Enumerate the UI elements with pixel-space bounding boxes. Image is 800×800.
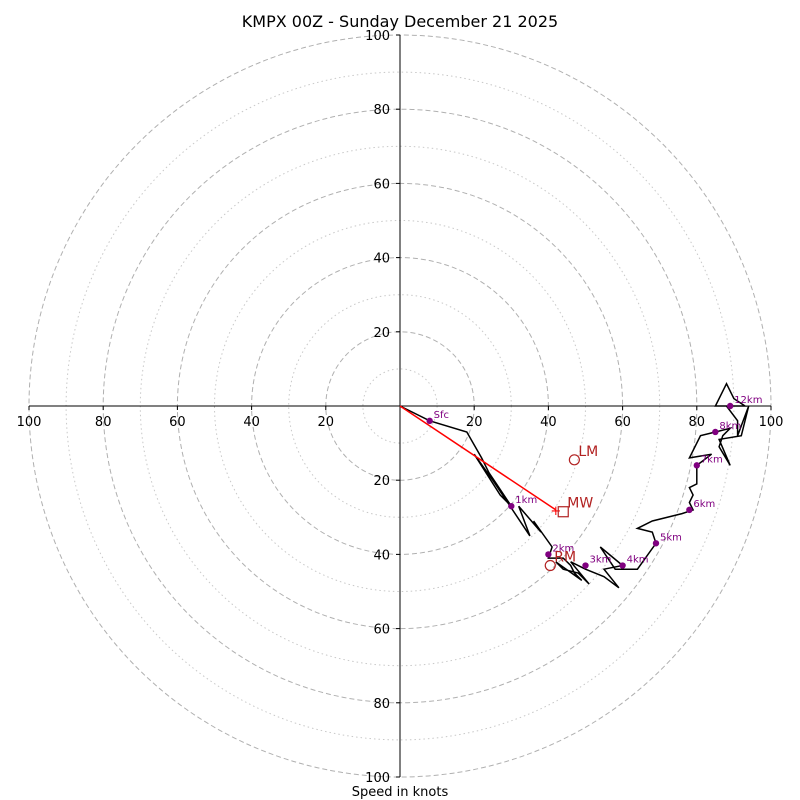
shear-vector-group: + (399, 405, 561, 519)
x-tick-label: 100 (759, 415, 784, 430)
height-marker-label: 8km (719, 421, 741, 432)
y-tick-label: 40 (373, 252, 390, 267)
height-marker-label: 1km (515, 495, 537, 506)
y-tick-label: 20 (373, 474, 390, 489)
height-marker-dot (582, 562, 589, 569)
bulk-shear-vector (399, 405, 557, 511)
height-marker-dot (686, 506, 693, 514)
height-marker-label: 12km (734, 395, 762, 406)
x-axis-label: Speed in knots (352, 785, 449, 800)
shear-vector-endpoint: + (550, 504, 561, 519)
x-tick-label: 80 (95, 415, 112, 430)
storm-motion-marker (544, 559, 556, 572)
x-tick-label: 60 (169, 415, 186, 430)
x-tick-label: 20 (466, 415, 483, 430)
x-tick-label: 40 (540, 415, 557, 430)
y-tick-label: 100 (365, 29, 390, 44)
y-tick-label: 100 (365, 771, 390, 786)
height-markers: Sfc 1km 2km 3km 4km 5km 6km 7km 8km 12km (426, 395, 762, 569)
height-marker-label: 2km (552, 543, 574, 554)
y-tick-label: 60 (373, 177, 390, 192)
height-marker-dot (726, 402, 734, 410)
height-marker-dot (545, 551, 552, 558)
storm-motion-marker (568, 454, 580, 466)
x-tick-label: 100 (17, 415, 42, 430)
height-marker-dot (712, 428, 719, 436)
height-marker-dot (426, 417, 433, 425)
x-tick-label: 80 (689, 415, 706, 430)
x-tick-label: 20 (318, 415, 335, 430)
height-marker-dot (508, 502, 515, 510)
y-tick-label: 80 (373, 103, 390, 118)
height-marker-label: 6km (693, 499, 715, 510)
y-tick-label: 80 (373, 697, 390, 712)
height-marker-label: Sfc (434, 410, 449, 421)
tick-labels: 100 80 60 40 20 20 40 60 80 100 100 80 60 40 20 20 40 60 8… (17, 29, 784, 786)
x-tick-label: 40 (243, 415, 260, 430)
storm-motion-marker (557, 506, 569, 518)
x-tick-label: 60 (614, 415, 631, 430)
height-marker-label: 7km (701, 454, 723, 465)
height-marker-dot (619, 562, 626, 569)
chart-title: KMPX 00Z - Sunday December 21 2025 (242, 12, 558, 31)
y-tick-label: 20 (373, 326, 390, 341)
storm-motion-label: LM (578, 444, 598, 460)
height-marker-label: 4km (627, 555, 649, 566)
height-marker-label: 3km (590, 555, 612, 566)
height-marker-dot (652, 540, 660, 547)
height-marker-dot (693, 462, 700, 469)
storm-motion-label: RM (554, 550, 576, 566)
storm-motion-markers: LM MW RM (544, 444, 598, 572)
height-marker-label: 5km (660, 532, 682, 543)
storm-motion-label: MW (567, 496, 593, 512)
y-tick-label: 60 (373, 623, 390, 638)
y-tick-label: 40 (373, 548, 390, 563)
